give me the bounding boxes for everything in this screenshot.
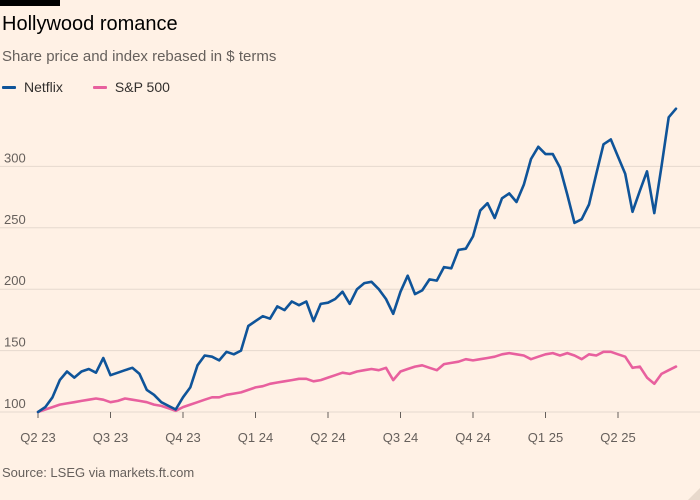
legend-label-netflix: Netflix: [24, 79, 63, 95]
legend-swatch-netflix: [2, 85, 16, 89]
x-tick-label: Q1 24: [238, 430, 273, 445]
chart-title: Hollywood romance: [2, 13, 178, 35]
x-tick-label: Q4 24: [455, 430, 490, 445]
x-tick-label: Q2 24: [310, 430, 345, 445]
legend-item-netflix: Netflix: [2, 79, 63, 95]
y-tick-label: 300: [4, 150, 26, 165]
chart-subtitle: Share price and index rebased in $ terms: [2, 48, 277, 65]
chart-legend: Netflix S&P 500: [2, 79, 200, 95]
source-note: Source: LSEG via markets.ft.com: [2, 465, 195, 480]
x-tick-label: Q4 23: [165, 430, 200, 445]
x-tick-label: Q2 23: [20, 430, 55, 445]
y-tick-label: 250: [4, 212, 26, 227]
series-line-sp500: [36, 350, 678, 414]
title-accent-bar: [0, 0, 60, 6]
y-tick-label: 200: [4, 273, 26, 288]
y-tick-label: 150: [4, 335, 26, 350]
y-tick-label: 100: [4, 396, 26, 411]
x-tick-label: Q3 23: [93, 430, 128, 445]
legend-item-sp500: S&P 500: [92, 79, 170, 95]
series-line-netflix: [36, 107, 678, 414]
x-tick-label: Q3 24: [383, 430, 418, 445]
legend-label-sp500: S&P 500: [114, 79, 170, 95]
corner-fold: [688, 488, 700, 500]
x-tick-label: Q2 25: [600, 430, 635, 445]
legend-swatch-sp500: [92, 85, 107, 89]
x-tick-label: Q1 25: [528, 430, 563, 445]
